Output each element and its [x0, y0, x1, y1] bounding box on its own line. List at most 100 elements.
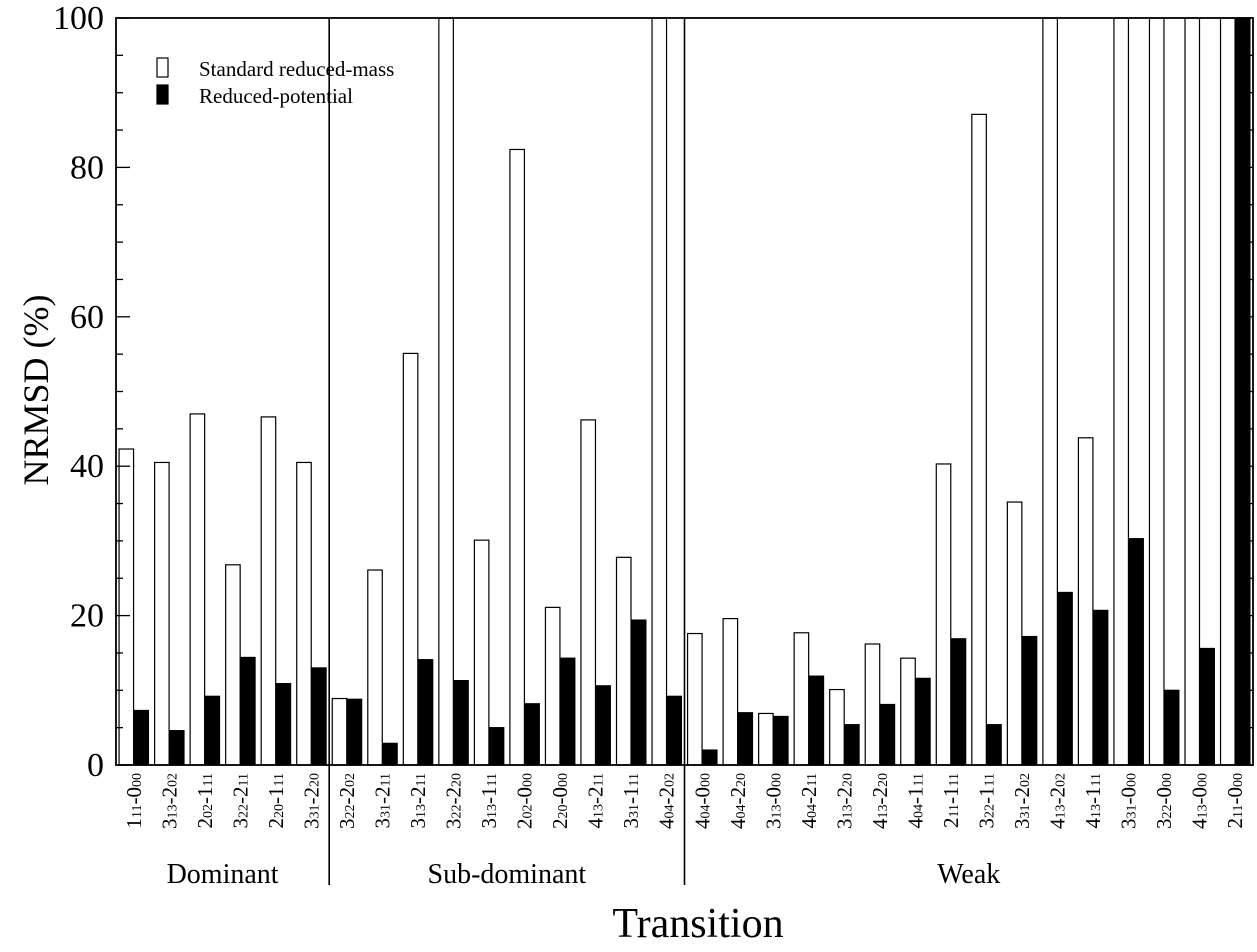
bar-reduced-27: [1092, 609, 1109, 766]
x-tick-label-20: 313-220: [832, 773, 856, 829]
x-tick-label-12: 220-000: [548, 773, 572, 829]
bar-standard-30: [1184, 17, 1201, 766]
bar-standard-0: [118, 448, 135, 766]
x-tick-label-18: 313-000: [761, 773, 785, 829]
x-tick-label-29: 322-000: [1152, 773, 1176, 829]
bar-reduced-19: [808, 675, 825, 766]
bar-standard-19: [793, 632, 810, 766]
group-label-1: Sub-dominant: [428, 859, 587, 890]
bar-standard-3: [225, 564, 241, 766]
legend-label-reduced: Reduced-potential: [199, 84, 353, 108]
x-tick-label-27: 413-111: [1081, 773, 1105, 828]
bar-standard-5: [296, 461, 312, 766]
bar-reduced-1: [168, 730, 185, 766]
group-label-0: Dominant: [167, 859, 279, 890]
bar-reduced-28: [1128, 538, 1144, 766]
bar-standard-21: [864, 643, 881, 766]
bar-standard-11: [509, 148, 526, 766]
bar-standard-26: [1042, 17, 1058, 766]
y-tick-label-100: 100: [53, 0, 104, 37]
bar-reduced-9: [453, 679, 469, 766]
bar-standard-20: [829, 688, 845, 766]
x-tick-label-26: 413-202: [1046, 773, 1070, 829]
bar-standard-4: [260, 416, 277, 766]
y-tick-label-0: 0: [87, 747, 104, 784]
x-tick-label-21: 413-220: [868, 773, 892, 829]
bar-reduced-22: [915, 677, 931, 766]
bar-standard-9: [438, 17, 454, 766]
bar-reduced-29: [1163, 689, 1180, 766]
x-tick-label-28: 331-000: [1117, 773, 1141, 829]
axes: [115, 17, 1254, 766]
bar-reduced-0: [133, 709, 150, 766]
bar-reduced-3: [239, 656, 256, 766]
bar-reduced-7: [382, 742, 398, 766]
x-tick-label-15: 404-202: [655, 773, 679, 829]
bar-standard-22: [900, 657, 916, 766]
bar-reduced-30: [1199, 647, 1216, 766]
x-tick-label-13: 413-211: [584, 773, 608, 828]
x-tick-label-23: 211-111: [939, 773, 963, 828]
legend: Standard reduced-mass Reduced-potential: [156, 57, 394, 108]
x-tick-label-25: 331-202: [1010, 773, 1034, 829]
x-tick-label-31: 211-000: [1223, 773, 1247, 828]
bar-reduced-11: [524, 703, 540, 766]
bars: [118, 17, 1251, 766]
bar-standard-13: [580, 419, 597, 766]
x-tick-label-5: 331-220: [299, 773, 323, 829]
y-tick-label-20: 20: [70, 598, 104, 635]
group-dividers: [328, 18, 686, 885]
x-tick-label-7: 331-211: [370, 773, 394, 828]
x-tick-label-1: 313-202: [157, 773, 181, 829]
x-tick-label-2: 202-111: [193, 773, 217, 828]
bar-reduced-13: [595, 685, 611, 766]
group-label-2: Weak: [937, 859, 1000, 890]
x-tick-label-17: 404-220: [726, 773, 750, 829]
bar-standard-10: [473, 539, 490, 766]
x-tick-labels: 111-000 313-202 202-111 322-211 220-111 331-2…: [122, 773, 1247, 829]
bar-standard-28: [1113, 17, 1130, 766]
bar-reduced-18: [772, 715, 789, 766]
legend-swatch-standard: [156, 57, 169, 78]
x-tick-label-8: 313-211: [406, 773, 430, 828]
bar-reduced-4: [275, 682, 292, 766]
bar-standard-29: [1148, 17, 1165, 766]
bar-reduced-10: [488, 727, 505, 766]
bar-standard-18: [758, 712, 774, 766]
bar-reduced-25: [1021, 635, 1038, 766]
y-tick-label-40: 40: [70, 448, 104, 485]
bar-standard-16: [686, 632, 703, 766]
y-tick-labels: 0 20 40 60 80 100: [53, 0, 104, 784]
bar-standard-7: [367, 569, 383, 766]
x-tick-label-9: 322-220: [442, 773, 466, 829]
x-tick-label-30: 413-000: [1188, 773, 1212, 829]
bar-reduced-24: [986, 724, 1002, 766]
x-tick-label-22: 404-111: [903, 773, 927, 828]
x-tick-label-10: 313-111: [477, 773, 501, 828]
bar-reduced-12: [559, 657, 576, 766]
x-axis-label: Transition: [612, 901, 783, 947]
x-tick-label-16: 404-000: [690, 773, 714, 829]
y-tick-label-60: 60: [70, 299, 104, 336]
x-tick-label-6: 322-202: [335, 773, 359, 829]
x-tick-label-14: 331-111: [619, 773, 643, 828]
x-tick-label-11: 202-000: [513, 773, 537, 829]
bar-reduced-6: [346, 698, 363, 766]
bar-standard-1: [154, 461, 170, 766]
bar-standard-15: [651, 17, 668, 766]
bar-reduced-16: [701, 749, 718, 766]
bar-standard-24: [971, 113, 987, 766]
bar-reduced-20: [843, 724, 860, 766]
bar-standard-31: [1219, 17, 1236, 766]
x-tick-label-19: 404-211: [797, 773, 821, 828]
bar-standard-2: [189, 413, 206, 766]
bar-standard-6: [331, 697, 348, 766]
y-axis-label: NRMSD (%): [16, 294, 56, 485]
bar-standard-27: [1077, 437, 1094, 766]
legend-label-standard: Standard reduced-mass: [199, 57, 394, 81]
bar-reduced-8: [417, 659, 434, 766]
bar-reduced-2: [204, 695, 221, 766]
bar-reduced-21: [879, 703, 896, 766]
y-tick-label-80: 80: [70, 149, 104, 186]
